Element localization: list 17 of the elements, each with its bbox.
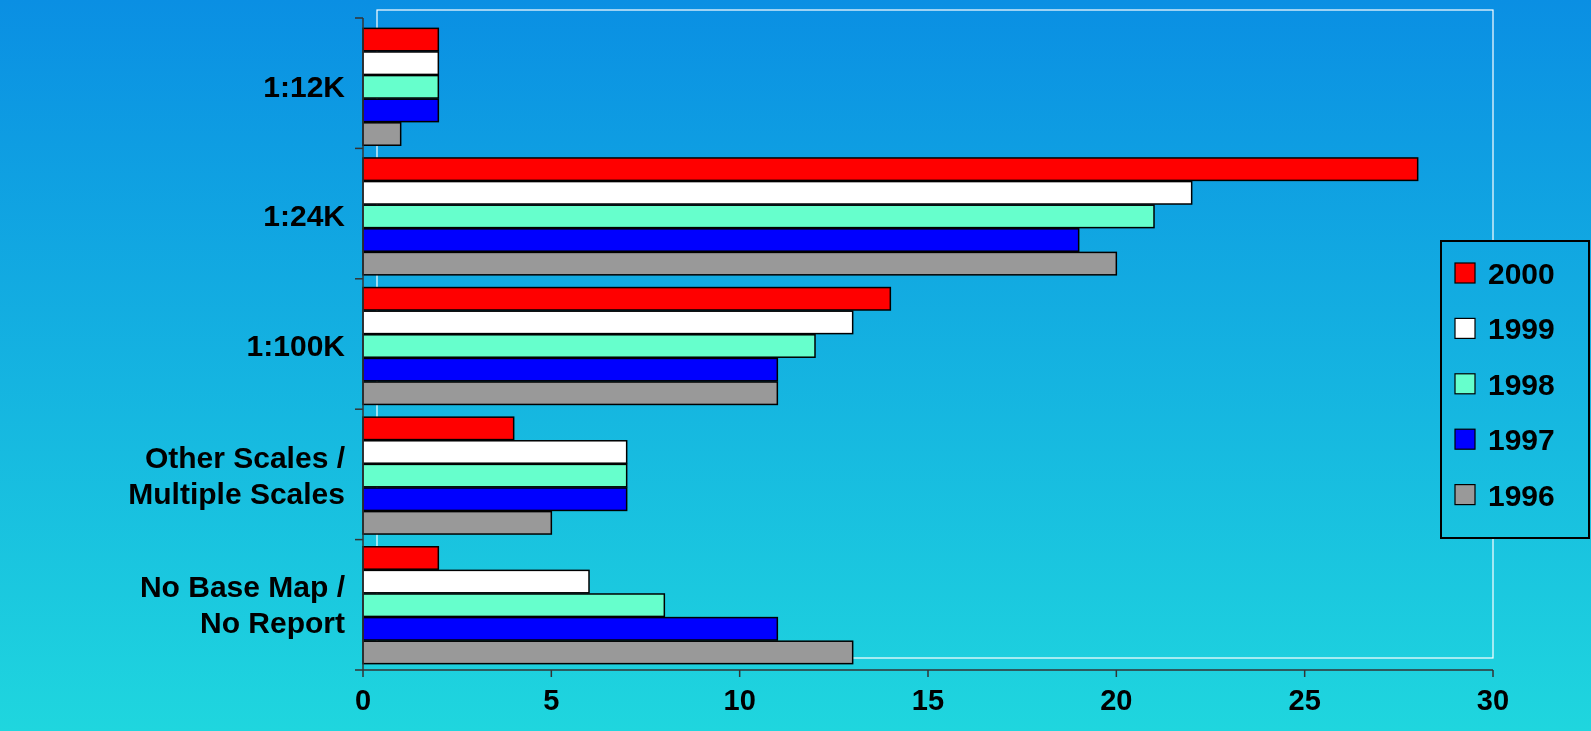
x-tick-label: 15 bbox=[911, 684, 945, 716]
x-tick-label: 20 bbox=[1100, 684, 1133, 716]
x-tick-label: 30 bbox=[1476, 684, 1510, 716]
y-tick-label: No Base Map / No Report bbox=[139, 570, 346, 640]
x-tick-label: 5 bbox=[543, 684, 560, 716]
legend-label: 1999 bbox=[1488, 312, 1555, 346]
y-tick-label: 1:100K bbox=[246, 329, 346, 362]
x-tick-label: 25 bbox=[1288, 684, 1321, 716]
legend-label: 1996 bbox=[1488, 478, 1555, 512]
y-tick-label: 1:24K bbox=[263, 199, 346, 233]
y-tick-label: Other Scales / Multiple Scales bbox=[128, 440, 346, 510]
x-tick-label: 10 bbox=[723, 684, 756, 716]
legend-label: 1997 bbox=[1488, 423, 1555, 457]
y-tick-label: 1:12K bbox=[263, 69, 346, 103]
legend-label: 1998 bbox=[1488, 367, 1555, 401]
legend-label: 2000 bbox=[1488, 257, 1555, 290]
x-tick-label: 0 bbox=[354, 684, 372, 716]
